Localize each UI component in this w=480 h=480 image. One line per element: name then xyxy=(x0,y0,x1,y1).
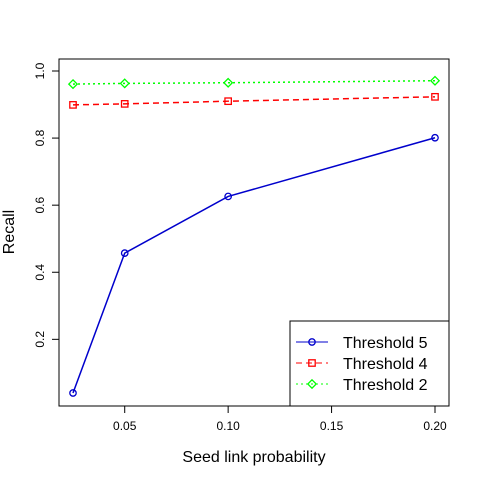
x-tick-label: 0.15 xyxy=(320,419,344,433)
data-point xyxy=(120,249,129,257)
series-threshold-2 xyxy=(67,75,441,90)
data-point xyxy=(69,389,77,397)
y-tick-label: 0.8 xyxy=(33,129,47,146)
y-tick-label: 0.2 xyxy=(33,331,47,348)
legend-entry: Threshold 2 xyxy=(296,377,428,394)
data-point xyxy=(223,77,234,88)
series-line xyxy=(72,137,436,394)
data-point xyxy=(429,75,441,86)
data-point xyxy=(119,78,130,89)
legend-label: Threshold 4 xyxy=(343,356,428,373)
data-point xyxy=(431,92,439,101)
data-point xyxy=(120,100,129,108)
plot-frame xyxy=(58,58,450,407)
legend-marker xyxy=(308,359,316,367)
series-threshold-4 xyxy=(69,92,439,109)
legend-entry: Threshold 4 xyxy=(296,356,428,373)
legend-entry: Threshold 5 xyxy=(296,335,428,352)
y-axis-label: Recall xyxy=(1,210,18,254)
y-tick-label: 0.6 xyxy=(33,197,47,214)
y-tick-label: 1.0 xyxy=(33,62,47,79)
series-threshold-5 xyxy=(69,133,439,397)
legend-label: Threshold 5 xyxy=(343,335,428,352)
x-axis: 0.05 0.10 0.15 0.20 xyxy=(113,406,447,433)
y-tick-label: 0.4 xyxy=(33,264,47,281)
series-line xyxy=(72,79,436,85)
x-tick-label: 0.10 xyxy=(216,419,240,433)
x-tick-label: 0.20 xyxy=(423,419,447,433)
legend-label: Threshold 2 xyxy=(343,377,428,394)
legend: Threshold 5 Threshold 4 Threshold 2 xyxy=(289,320,450,407)
data-point xyxy=(69,101,77,109)
x-axis-label: Seed link probability xyxy=(182,449,325,466)
data-point xyxy=(67,78,79,90)
legend-marker xyxy=(306,378,318,390)
x-tick-label: 0.05 xyxy=(113,419,137,433)
legend-marker xyxy=(308,338,316,346)
y-axis: 0.2 0.4 0.6 0.8 1.0 xyxy=(33,62,59,348)
data-point xyxy=(224,192,232,201)
data-point xyxy=(431,133,439,142)
series-line xyxy=(72,96,436,106)
data-point xyxy=(224,97,232,106)
series-layer xyxy=(67,75,441,397)
